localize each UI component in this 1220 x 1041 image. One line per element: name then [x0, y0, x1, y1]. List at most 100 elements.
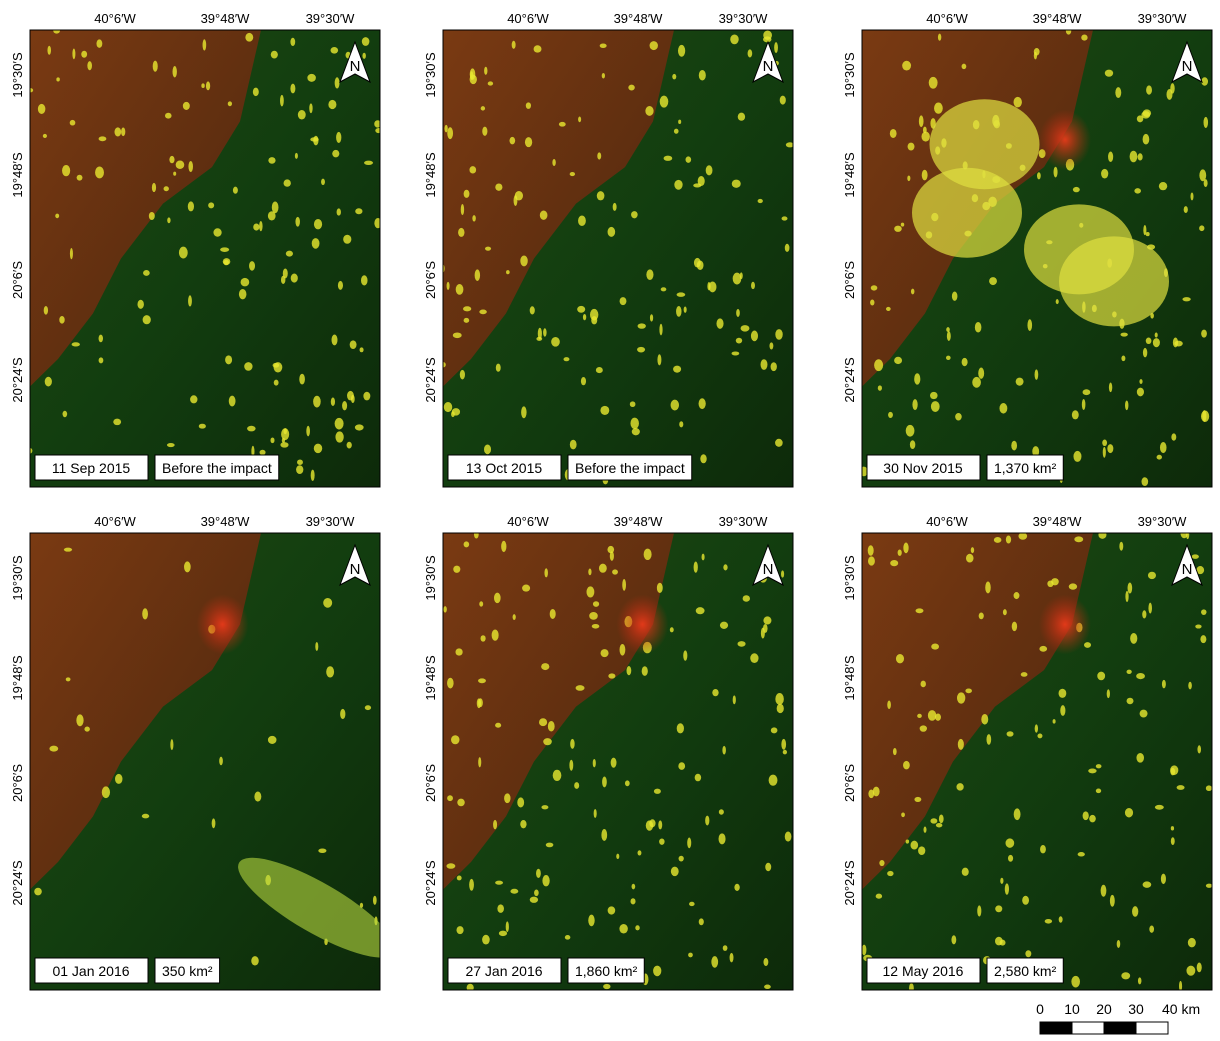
cloud [578, 215, 586, 226]
cloud [142, 608, 148, 619]
latitude-label: 19°48′S [423, 152, 438, 198]
cloud [876, 894, 882, 899]
cloud [921, 681, 926, 688]
cloud [66, 677, 71, 681]
cloud [630, 418, 638, 429]
cloud [551, 337, 560, 347]
cloud [1148, 572, 1156, 579]
cloud [99, 335, 103, 343]
cloud [1140, 710, 1148, 718]
cloud [600, 43, 607, 48]
satellite-image [862, 528, 1212, 993]
cloud [260, 450, 266, 455]
cloud [657, 354, 661, 365]
cloud [781, 739, 786, 750]
cloud [777, 704, 784, 713]
cloud [1071, 976, 1080, 988]
cloud [63, 411, 68, 417]
cloud [188, 295, 192, 306]
cloud [628, 85, 634, 91]
cloud [908, 143, 915, 151]
cloud [622, 579, 626, 591]
cloud [874, 359, 883, 371]
cloud [540, 211, 548, 220]
cloud [228, 101, 232, 106]
longitude-label: 40°6′W [926, 514, 968, 529]
cloud [290, 38, 295, 46]
cloud [1143, 225, 1146, 235]
cloud [1018, 533, 1027, 540]
latitude-label: 19°48′S [10, 655, 25, 701]
cloud [1121, 333, 1128, 337]
cloud [544, 568, 548, 577]
cloud [550, 609, 556, 619]
longitude-label: 40°6′W [926, 11, 968, 26]
cloud [978, 368, 984, 379]
cloud [1200, 635, 1206, 643]
cloud [569, 760, 573, 771]
cloud [121, 128, 125, 137]
satellite-image [28, 28, 382, 487]
cloud [1016, 378, 1024, 386]
cloud [699, 398, 706, 409]
cloud [660, 96, 669, 108]
cloud [751, 282, 755, 289]
cloud [167, 217, 170, 223]
cloud [763, 616, 771, 624]
cloud [183, 102, 190, 110]
cloud [638, 850, 642, 855]
cloud [268, 157, 275, 164]
cloud [328, 100, 336, 109]
longitude-label: 39°30′W [1138, 11, 1188, 26]
longitude-label: 39°48′W [1033, 514, 1083, 529]
cloud [453, 332, 462, 338]
cloud [165, 113, 172, 119]
cloud [76, 714, 83, 726]
cloud [113, 419, 121, 426]
cloud [484, 444, 491, 454]
cloud [962, 64, 967, 69]
longitude-label: 39°30′W [719, 11, 769, 26]
cloud [239, 289, 247, 299]
cloud [1127, 698, 1134, 704]
cloud [1000, 940, 1006, 946]
cloud [534, 890, 539, 897]
cloud [583, 314, 586, 320]
cloud [360, 347, 364, 352]
cloud [699, 70, 706, 80]
cloud [1014, 97, 1022, 108]
cloud [563, 357, 569, 361]
cloud [149, 212, 155, 220]
cloud [730, 34, 738, 44]
cloud [1141, 477, 1148, 486]
cloud [445, 125, 448, 133]
cloud [939, 814, 944, 823]
cloud [453, 566, 460, 573]
cloud [526, 102, 531, 109]
north-label: N [1182, 58, 1193, 75]
cloud [1101, 885, 1107, 897]
cloud [576, 685, 585, 691]
cloud [637, 347, 645, 353]
cloud [956, 783, 963, 790]
cloud [271, 51, 278, 59]
cloud [1141, 111, 1150, 119]
cloud [72, 49, 75, 60]
cloud [53, 28, 60, 34]
cloud [916, 608, 924, 613]
cloud [771, 727, 778, 733]
cloud [683, 650, 687, 660]
cloud [1072, 410, 1079, 419]
cloud [1149, 926, 1154, 933]
cloud [903, 761, 910, 770]
cloud [142, 814, 149, 819]
cloud [1206, 884, 1212, 888]
cloud [700, 454, 706, 463]
cloud [649, 819, 655, 827]
cloud [478, 698, 483, 707]
cloud [1173, 337, 1178, 347]
cloud [737, 641, 745, 647]
cloud [711, 956, 718, 968]
cloud [597, 191, 605, 200]
cloud [274, 380, 279, 386]
